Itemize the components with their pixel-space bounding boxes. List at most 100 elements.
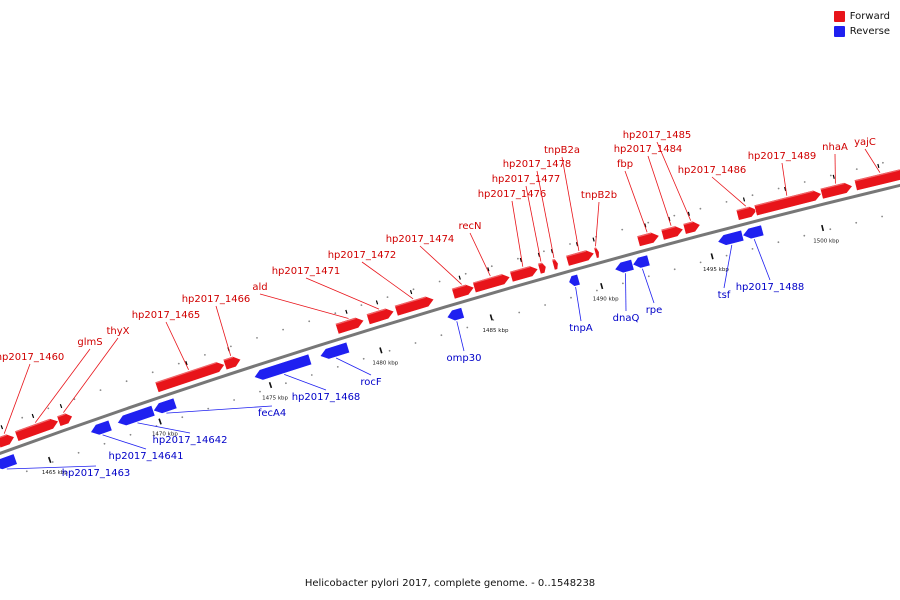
reverse-gene-arrow[interactable] xyxy=(253,353,313,381)
reverse-gene-arrow[interactable] xyxy=(319,341,351,360)
forward-gene-label[interactable]: hp2017_1489 xyxy=(748,151,817,162)
reverse-gene[interactable] xyxy=(717,229,745,249)
forward-gene-arrow[interactable] xyxy=(853,168,900,192)
forward-gene-arrow[interactable] xyxy=(0,433,15,449)
forward-gene[interactable] xyxy=(551,258,559,271)
reverse-gene-arrow[interactable] xyxy=(614,258,635,274)
forward-gene-label[interactable]: tnpB2b xyxy=(581,190,617,201)
reverse-gene-label[interactable]: tnpA xyxy=(569,323,593,334)
reverse-gene-arrow[interactable] xyxy=(446,307,465,322)
forward-gene-label[interactable]: hp2017_1478 xyxy=(503,159,572,170)
reverse-gene-arrow[interactable] xyxy=(632,254,651,269)
forward-gene-label[interactable]: recN xyxy=(458,221,481,232)
reverse-gene-arrow[interactable] xyxy=(90,419,113,436)
forward-gene[interactable] xyxy=(819,182,853,200)
forward-gene-arrow[interactable] xyxy=(334,317,365,335)
forward-gene-arrow[interactable] xyxy=(537,261,547,275)
forward-gene[interactable] xyxy=(509,265,539,283)
forward-gene[interactable] xyxy=(394,295,435,317)
forward-gene-arrow[interactable] xyxy=(56,412,73,427)
reverse-gene-label[interactable]: tsf xyxy=(718,290,731,301)
reverse-gene-label[interactable]: rocF xyxy=(360,377,382,388)
forward-gene-label[interactable]: yajC xyxy=(854,137,876,148)
forward-gene-label[interactable]: glmS xyxy=(77,337,102,348)
forward-gene-label[interactable]: hp2017_1465 xyxy=(132,310,201,321)
reverse-gene-label[interactable]: hp2017_14641 xyxy=(109,451,184,462)
forward-gene-arrow[interactable] xyxy=(394,295,435,317)
forward-gene-label[interactable]: hp2017_1472 xyxy=(328,250,397,261)
forward-gene-arrow[interactable] xyxy=(222,355,242,371)
forward-gene[interactable] xyxy=(451,283,475,300)
forward-gene[interactable] xyxy=(222,355,242,371)
reverse-gene-label[interactable]: hp2017_14642 xyxy=(153,435,228,446)
reverse-gene-label[interactable]: rpe xyxy=(646,305,663,316)
reverse-gene-label[interactable]: hp2017_1468 xyxy=(292,392,361,403)
forward-gene-arrow[interactable] xyxy=(154,361,226,393)
forward-gene[interactable] xyxy=(853,168,900,192)
reverse-gene[interactable] xyxy=(90,419,113,439)
reverse-gene[interactable] xyxy=(116,405,156,430)
forward-gene[interactable] xyxy=(334,317,365,335)
reverse-gene-label[interactable]: fecA4 xyxy=(258,408,286,419)
forward-gene-label[interactable]: hp2017_1485 xyxy=(623,130,692,141)
reverse-gene-arrow[interactable] xyxy=(116,405,156,427)
forward-gene-arrow[interactable] xyxy=(593,246,600,259)
forward-gene-arrow[interactable] xyxy=(660,225,684,241)
reverse-gene[interactable] xyxy=(319,341,351,363)
forward-gene-label[interactable]: hp2017_1460 xyxy=(0,352,64,363)
reverse-gene-arrow[interactable] xyxy=(152,397,178,414)
forward-gene-arrow[interactable] xyxy=(365,307,395,325)
reverse-gene[interactable] xyxy=(632,254,651,272)
forward-gene-arrow[interactable] xyxy=(819,182,853,200)
reverse-gene-arrow[interactable] xyxy=(742,224,765,240)
reverse-gene-label[interactable]: dnaQ xyxy=(613,313,640,324)
forward-gene-label[interactable]: tnpB2a xyxy=(544,145,580,156)
reverse-gene[interactable] xyxy=(446,307,465,325)
forward-gene-arrow[interactable] xyxy=(551,258,559,271)
forward-gene-arrow[interactable] xyxy=(472,273,511,294)
forward-gene-arrow[interactable] xyxy=(682,220,701,235)
reverse-gene[interactable] xyxy=(614,258,635,277)
forward-gene-label[interactable]: hp2017_1476 xyxy=(478,189,547,200)
forward-gene[interactable] xyxy=(735,206,758,221)
forward-gene-arrow[interactable] xyxy=(735,206,758,221)
reverse-gene-arrow[interactable] xyxy=(568,273,581,287)
forward-gene[interactable] xyxy=(14,418,59,442)
forward-gene[interactable] xyxy=(0,433,15,449)
forward-gene[interactable] xyxy=(472,273,511,294)
forward-gene[interactable] xyxy=(660,225,684,241)
reverse-gene-arrow[interactable] xyxy=(717,229,745,246)
reverse-gene[interactable] xyxy=(568,273,581,290)
forward-gene[interactable] xyxy=(365,307,395,325)
forward-gene[interactable] xyxy=(636,231,660,247)
forward-gene-label[interactable]: fbp xyxy=(617,159,633,170)
forward-gene-label[interactable]: hp2017_1466 xyxy=(182,294,251,305)
forward-gene-label[interactable]: hp2017_1484 xyxy=(614,144,683,155)
forward-gene[interactable] xyxy=(537,261,547,275)
reverse-gene[interactable] xyxy=(152,397,178,418)
reverse-gene-arrow[interactable] xyxy=(0,453,18,470)
reverse-gene[interactable] xyxy=(742,224,765,243)
reverse-gene[interactable] xyxy=(0,453,18,473)
reverse-gene[interactable] xyxy=(253,353,313,384)
forward-gene[interactable] xyxy=(565,249,595,267)
forward-gene-arrow[interactable] xyxy=(565,249,595,267)
forward-gene[interactable] xyxy=(753,189,822,217)
forward-gene-arrow[interactable] xyxy=(14,418,59,442)
reverse-gene-label[interactable]: hp2017_1463 xyxy=(62,468,131,479)
forward-gene-label[interactable]: hp2017_1474 xyxy=(386,234,455,245)
reverse-gene-label[interactable]: omp30 xyxy=(447,353,482,364)
forward-gene-label[interactable]: nhaA xyxy=(822,142,848,153)
forward-gene-label[interactable]: hp2017_1477 xyxy=(492,174,561,185)
forward-gene[interactable] xyxy=(154,361,226,393)
forward-gene-arrow[interactable] xyxy=(753,189,822,217)
forward-gene-label[interactable]: thyX xyxy=(106,326,129,337)
forward-gene[interactable] xyxy=(56,412,73,427)
forward-gene-arrow[interactable] xyxy=(636,231,660,247)
forward-gene[interactable] xyxy=(682,220,701,235)
reverse-gene-label[interactable]: hp2017_1488 xyxy=(736,282,805,293)
forward-gene-label[interactable]: hp2017_1486 xyxy=(678,165,747,176)
forward-gene-label[interactable]: hp2017_1471 xyxy=(272,266,341,277)
forward-gene[interactable] xyxy=(593,246,600,259)
forward-gene-label[interactable]: ald xyxy=(252,282,267,293)
